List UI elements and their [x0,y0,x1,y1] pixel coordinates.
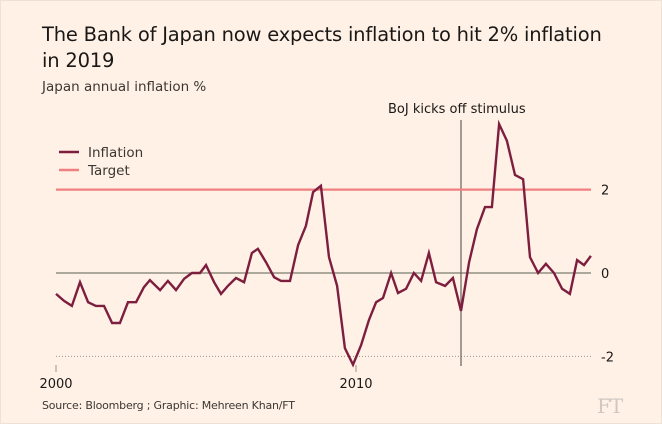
annotation-layer: BoJ kicks off stimulus [388,102,526,366]
x-tick-label: 2010 [339,377,372,392]
grid-layer [56,272,591,357]
y-tick-label: 0 [601,267,609,282]
chart-subtitle: Japan annual inflation % [42,79,207,95]
y-tick-label: -2 [601,350,614,365]
chart-title: The Bank of Japan now expects inflation … [42,23,602,72]
inflation-line [55,119,592,368]
legend-label-target: Target [87,163,130,179]
axis-layer: 2 0 -2 2000 2010 [39,184,614,392]
series-layer [55,119,592,368]
legend-label-inflation: Inflation [88,145,143,161]
annotation-label: BoJ kicks off stimulus [388,102,526,117]
source-note: Source: Bloomberg ; Graphic: Mehreen Kha… [42,399,295,412]
legend: Inflation Target [59,145,143,179]
x-tick-label: 2000 [39,377,72,392]
y-tick-label: 2 [601,184,609,199]
ft-logo: FT [597,394,623,418]
